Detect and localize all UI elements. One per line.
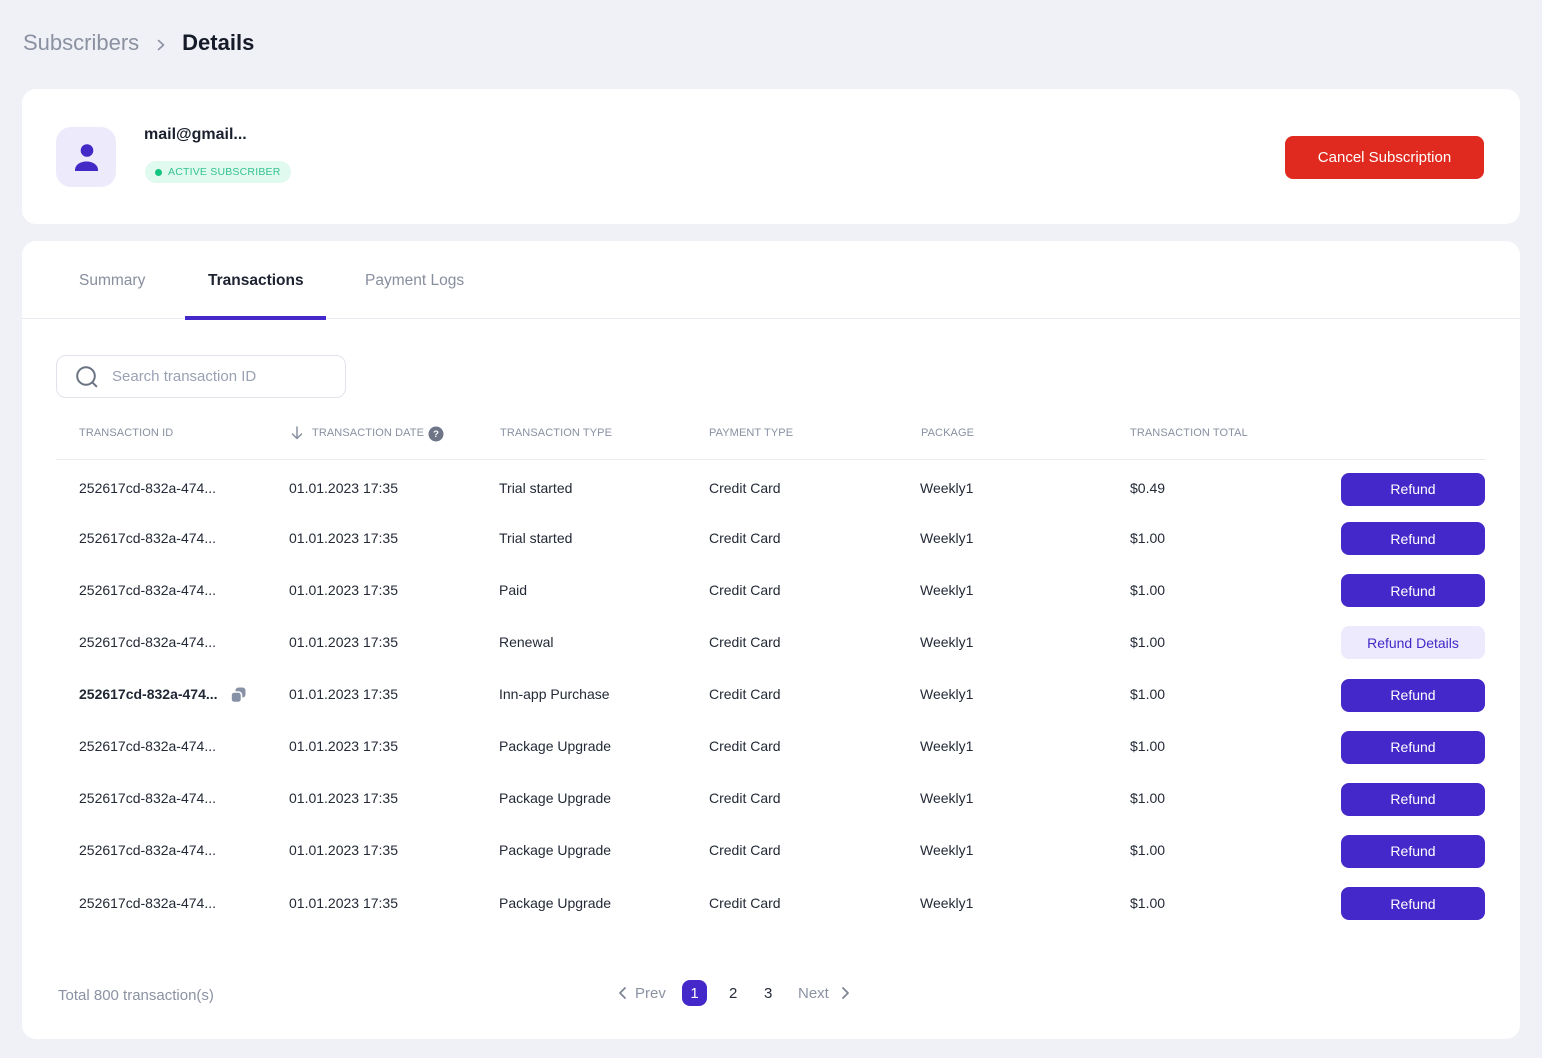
svg-text:?: ? <box>433 429 439 440</box>
